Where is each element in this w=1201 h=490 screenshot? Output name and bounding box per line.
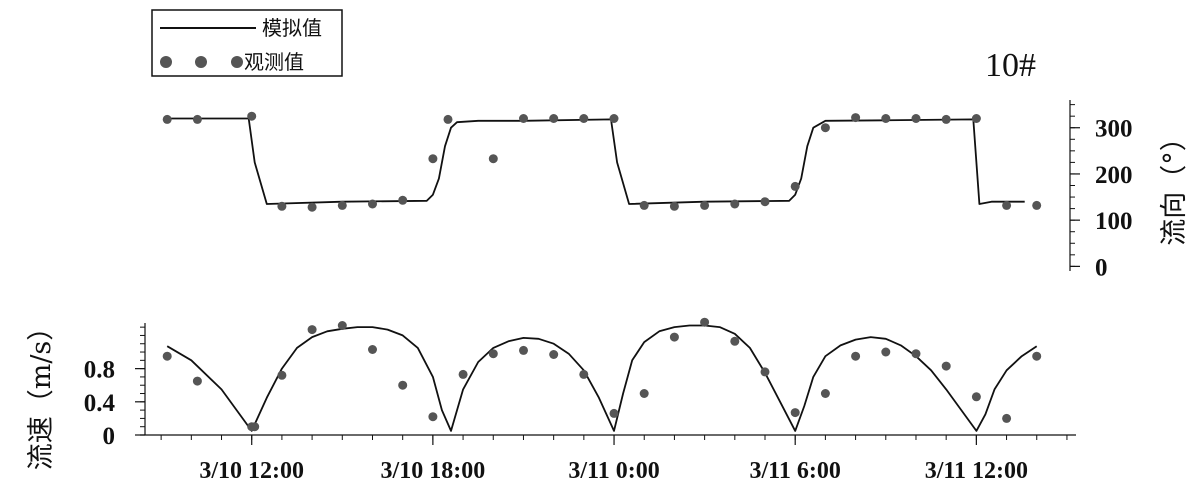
speed-observed-point [1032,351,1042,361]
direction-observed-point [162,114,172,124]
direction-observed-point [971,114,981,123]
speed-observed-point [790,408,800,418]
speed-observed-point [971,392,981,402]
direction-simulated-series [167,117,1025,205]
direction-observed-point [851,113,861,123]
speed-observed-point [609,408,619,418]
speed-observed-point [730,336,740,346]
speed-observed-point [579,369,589,379]
speed-observed-point [488,349,498,359]
direction-observed-point [1002,200,1012,210]
direction-observed-point [443,114,453,124]
speed-observed-point [162,351,172,361]
direction-simulated-line [167,117,1025,205]
speed-observed-point [941,361,951,371]
x-tick-label: 3/11 6:00 [750,458,841,484]
speed-axis: 0 0.4 0.8 [84,323,146,450]
speed-observed-point [398,380,408,390]
direction-observed-series [162,111,1042,212]
legend-observed-label: 观测值 [244,50,304,74]
legend: 模拟值 观测值 [151,9,343,77]
speed-simulated-series [166,324,1038,432]
direction-observed-point [760,197,770,207]
direction-observed-point [941,114,951,124]
speed-observed-point [250,422,260,432]
direction-observed-point [911,114,921,123]
speed-observed-point [639,389,649,398]
direction-observed-point [428,154,438,164]
direction-tick-label: 300 [1095,116,1133,143]
direction-tick-label: 100 [1095,208,1133,235]
x-tick-label: 3/10 12:00 [199,458,304,484]
direction-observed-point [307,202,317,212]
direction-observed-point [192,114,202,124]
direction-observed-point [549,114,559,123]
speed-observed-point [700,317,710,327]
direction-observed-point [639,200,649,210]
direction-axis-title: 流向（°） [1159,124,1190,246]
speed-tick-label: 0.8 [84,357,115,384]
direction-observed-point [790,181,800,191]
speed-observed-point [519,345,528,355]
direction-tick-label: 200 [1095,162,1133,189]
direction-tick-label: 0 [1095,254,1108,281]
speed-observed-series [162,317,1042,432]
direction-observed-point [730,199,740,209]
direction-observed-point [247,111,257,121]
speed-observed-point [760,367,770,377]
x-tick-label: 3/11 0:00 [568,458,659,484]
speed-observed-point [277,370,287,380]
x-tick-label: 3/11 12:00 [925,458,1028,484]
direction-observed-point [700,200,710,210]
direction-observed-point [277,201,287,211]
legend-marker-1 [160,56,172,68]
direction-observed-point [368,199,377,209]
x-axis: 3/10 12:00 3/10 18:00 3/11 0:00 3/11 6:00 3/… [140,434,1076,484]
speed-observed-point [1002,413,1012,423]
legend-marker-3 [231,56,243,68]
speed-axis-title: 流速（m/s） [26,314,57,471]
direction-observed-point [609,114,619,123]
direction-observed-point [881,114,891,123]
legend-marker-2 [195,56,207,68]
speed-observed-point [307,325,317,335]
speed-observed-point [337,321,347,330]
x-tick-label: 3/10 18:00 [381,458,486,484]
speed-observed-point [669,332,679,342]
speed-observed-point [458,369,468,379]
legend-box [151,9,343,77]
speed-observed-point [549,350,559,359]
direction-observed-point [1032,200,1042,210]
direction-observed-point [669,201,679,211]
direction-observed-point [337,200,347,210]
speed-observed-point [820,389,830,398]
direction-observed-point [519,114,528,123]
direction-observed-point [579,114,589,123]
station-label: 10# [985,47,1036,84]
speed-observed-point [428,412,438,422]
speed-observed-point [192,376,202,386]
direction-observed-point [820,123,830,133]
speed-tick-label: 0.4 [84,390,116,417]
speed-simulated-line [166,324,1038,432]
direction-observed-point [488,154,498,164]
speed-observed-point [911,349,921,359]
speed-observed-point [881,347,891,357]
speed-tick-label: 0 [103,423,116,450]
speed-observed-point [368,345,377,354]
legend-simulated-label: 模拟值 [262,16,322,40]
direction-axis: 0 100 200 300 [1069,100,1133,281]
direction-observed-point [398,195,408,205]
speed-observed-point [851,351,861,361]
